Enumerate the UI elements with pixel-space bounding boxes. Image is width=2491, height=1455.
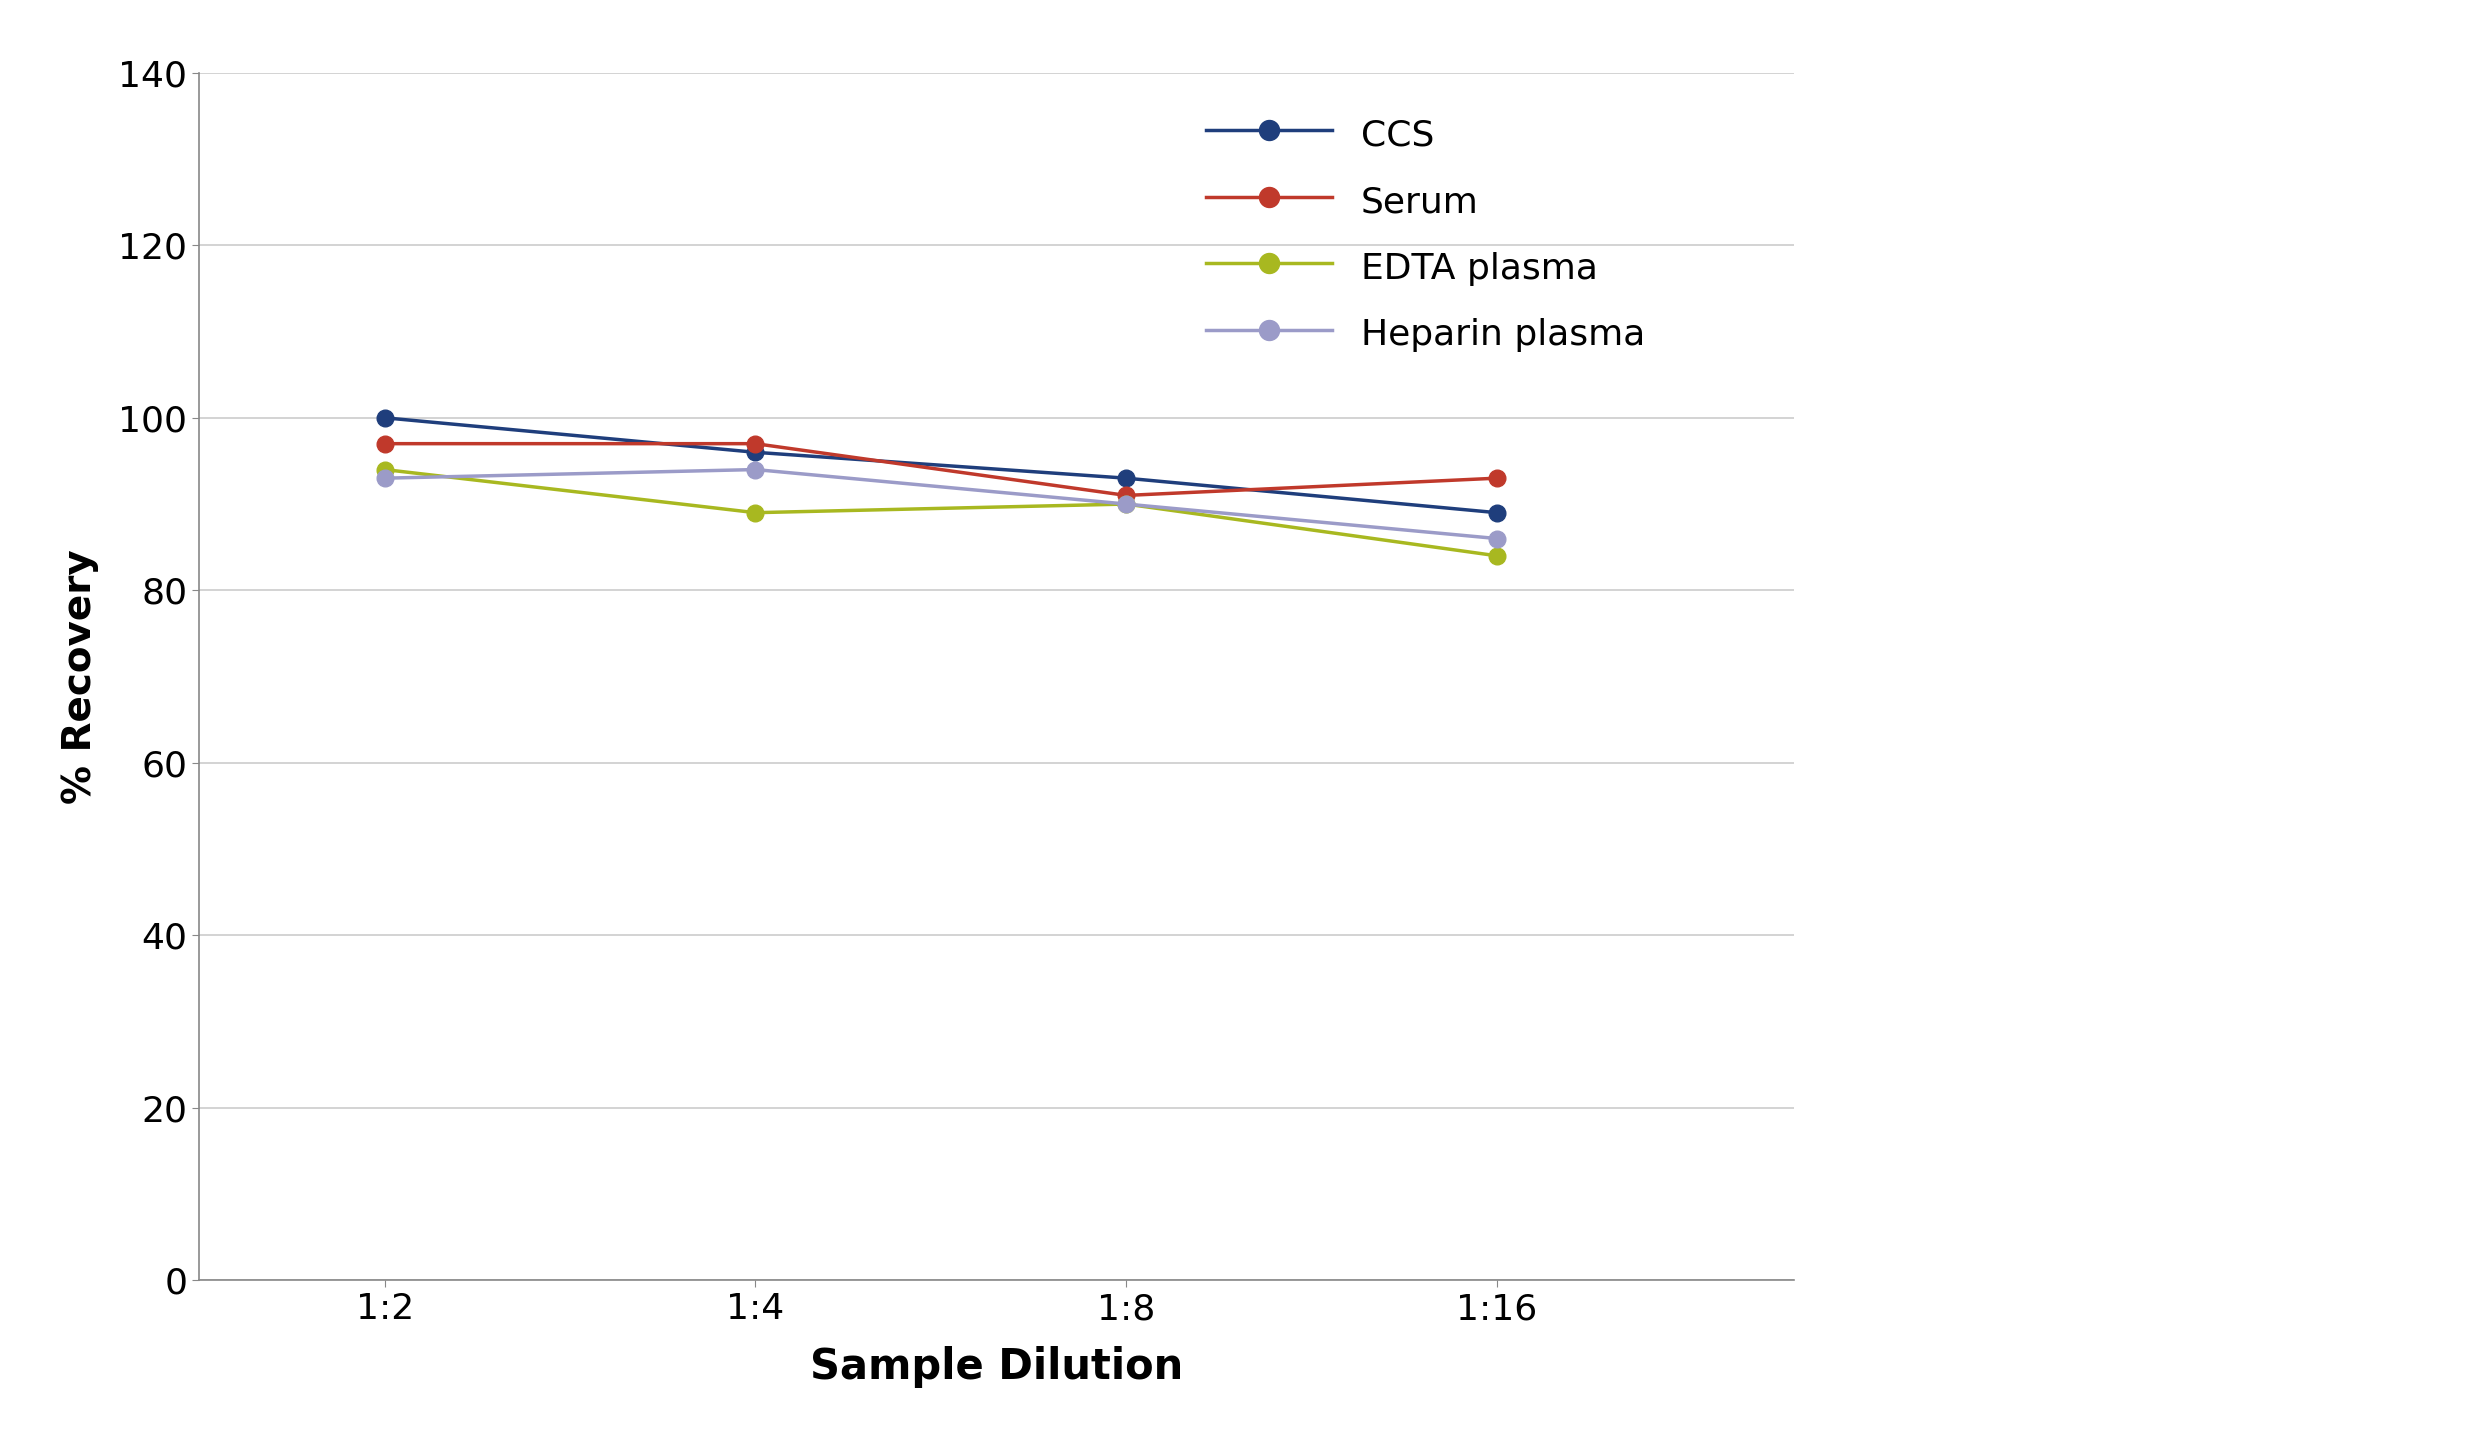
EDTA plasma	[1482, 547, 1512, 565]
EDTA plasma	[1111, 495, 1141, 512]
Line: Heparin plasma: Heparin plasma	[376, 461, 1505, 547]
Line: EDTA plasma: EDTA plasma	[376, 461, 1505, 565]
Heparin plasma	[740, 461, 770, 479]
EDTA plasma	[740, 503, 770, 521]
Y-axis label: % Recovery: % Recovery	[62, 549, 100, 805]
Heparin plasma	[369, 470, 399, 487]
Serum	[369, 435, 399, 453]
X-axis label: Sample Dilution: Sample Dilution	[810, 1346, 1183, 1388]
Serum	[1482, 470, 1512, 487]
CCS	[1111, 470, 1141, 487]
Serum	[1111, 486, 1141, 503]
EDTA plasma	[369, 461, 399, 479]
CCS	[1482, 503, 1512, 521]
Serum	[740, 435, 770, 453]
Heparin plasma	[1111, 495, 1141, 512]
Line: CCS: CCS	[376, 409, 1505, 521]
CCS	[369, 409, 399, 426]
Heparin plasma	[1482, 530, 1512, 547]
Line: Serum: Serum	[376, 435, 1505, 503]
CCS	[740, 444, 770, 461]
Legend: CCS, Serum, EDTA plasma, Heparin plasma: CCS, Serum, EDTA plasma, Heparin plasma	[1206, 115, 1644, 352]
